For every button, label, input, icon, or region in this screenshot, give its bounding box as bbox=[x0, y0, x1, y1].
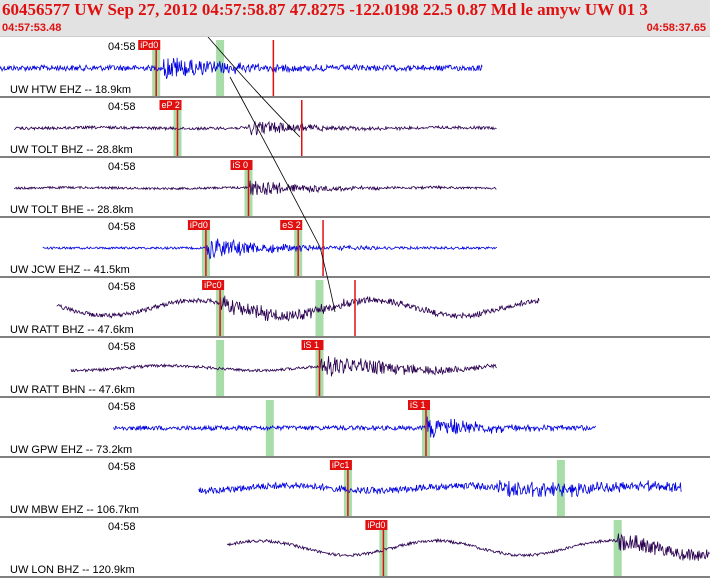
trace-time-label: 04:58 bbox=[108, 221, 136, 233]
pick-flag[interactable] bbox=[230, 160, 253, 170]
station-label: UW MBW EHZ -- 106.7km bbox=[10, 504, 139, 516]
trace-time-label: 04:58 bbox=[108, 41, 136, 53]
pick-window bbox=[556, 460, 565, 516]
pick-label: iPc1 bbox=[332, 460, 350, 470]
trace-row[interactable]: iPd0 eS 2 04:58 UW JCW EHZ -- 41.5km bbox=[0, 220, 710, 278]
station-label: UW TOLT BHZ -- 28.8km bbox=[10, 144, 133, 156]
pick-label: eS 2 bbox=[282, 220, 301, 230]
trace-time-label: 04:58 bbox=[108, 341, 136, 353]
pick-flag[interactable] bbox=[138, 40, 161, 50]
station-label: UW JCW EHZ -- 41.5km bbox=[10, 264, 130, 276]
waveform bbox=[198, 480, 682, 498]
trace-row[interactable]: iPc1 04:58 UW MBW EHZ -- 106.7km bbox=[0, 460, 710, 518]
pick-flag[interactable] bbox=[187, 220, 210, 230]
pick-label: iPd0 bbox=[140, 40, 158, 50]
window-end-time: 04:58:37.65 bbox=[646, 22, 706, 34]
waveform bbox=[226, 533, 710, 561]
station-label: UW RATT BHN -- 47.6km bbox=[10, 384, 135, 396]
pick-window bbox=[613, 520, 622, 576]
pick-flag[interactable] bbox=[329, 460, 352, 470]
trace-time-label: 04:58 bbox=[108, 101, 136, 113]
pick-label: iS 1 bbox=[304, 340, 320, 350]
pick-flag[interactable] bbox=[365, 520, 388, 530]
pick-flag[interactable] bbox=[202, 280, 225, 290]
pick-flag[interactable] bbox=[408, 400, 430, 410]
pick-flag[interactable] bbox=[159, 100, 182, 110]
event-header: 60456577 UW Sep 27, 2012 04:57:58.87 47.… bbox=[0, 0, 710, 37]
station-label: UW TOLT BHE -- 28.8km bbox=[10, 204, 133, 216]
travel-time-curve bbox=[207, 37, 301, 138]
pick-window bbox=[315, 280, 324, 336]
pick-window bbox=[216, 40, 225, 96]
trace-row[interactable]: eP 2 04:58 UW TOLT BHZ -- 28.8km bbox=[0, 100, 710, 158]
pick-label: iPd0 bbox=[367, 520, 385, 530]
seismogram-panel[interactable]: iPd0 04:58 UW HTW EHZ -- 18.9km eP 2 04:58 UW… bbox=[0, 37, 710, 578]
waveform bbox=[0, 57, 483, 80]
trace-row[interactable]: iPd0 04:58 UW LON BHZ -- 120.9km bbox=[0, 520, 710, 578]
waveform bbox=[42, 238, 498, 260]
station-label: UW LON BHZ -- 120.9km bbox=[10, 564, 135, 576]
trace-time-label: 04:58 bbox=[108, 401, 136, 413]
trace-row[interactable]: iPd0 04:58 UW HTW EHZ -- 18.9km bbox=[0, 40, 710, 98]
pick-label: iPd0 bbox=[190, 220, 208, 230]
trace-row[interactable]: iPc0 04:58 UW RATT BHZ -- 47.6km bbox=[0, 280, 710, 338]
event-title: 60456577 UW Sep 27, 2012 04:57:58.87 47.… bbox=[2, 0, 648, 19]
station-label: UW GPW EHZ -- 73.2km bbox=[10, 444, 132, 456]
travel-time-curve bbox=[229, 76, 336, 313]
station-label: UW RATT BHZ -- 47.6km bbox=[10, 324, 134, 336]
pick-flag[interactable] bbox=[301, 340, 324, 350]
trace-time-label: 04:58 bbox=[108, 521, 136, 533]
waveform bbox=[70, 356, 497, 377]
trace-time-label: 04:58 bbox=[108, 161, 136, 173]
pick-label: eP 2 bbox=[162, 100, 180, 110]
window-start-time: 04:57:53.48 bbox=[2, 22, 62, 34]
waveform bbox=[56, 295, 540, 322]
trace-row[interactable]: iS 0 04:58 UW TOLT BHE -- 28.8km bbox=[0, 160, 710, 218]
trace-row[interactable]: iS 1 04:58 UW RATT BHN -- 47.6km bbox=[0, 340, 710, 398]
pick-label: iS 0 bbox=[233, 160, 249, 170]
waveform bbox=[113, 416, 597, 438]
pick-label: iS 1 bbox=[410, 400, 426, 410]
trace-row[interactable]: iS 1 04:58 UW GPW EHZ -- 73.2km bbox=[0, 400, 710, 458]
trace-time-label: 04:58 bbox=[108, 281, 136, 293]
pick-label: iPc0 bbox=[204, 280, 222, 290]
pick-flag[interactable] bbox=[280, 220, 303, 230]
trace-time-label: 04:58 bbox=[108, 461, 136, 473]
waveform bbox=[13, 180, 497, 196]
station-label: UW HTW EHZ -- 18.9km bbox=[10, 84, 131, 96]
